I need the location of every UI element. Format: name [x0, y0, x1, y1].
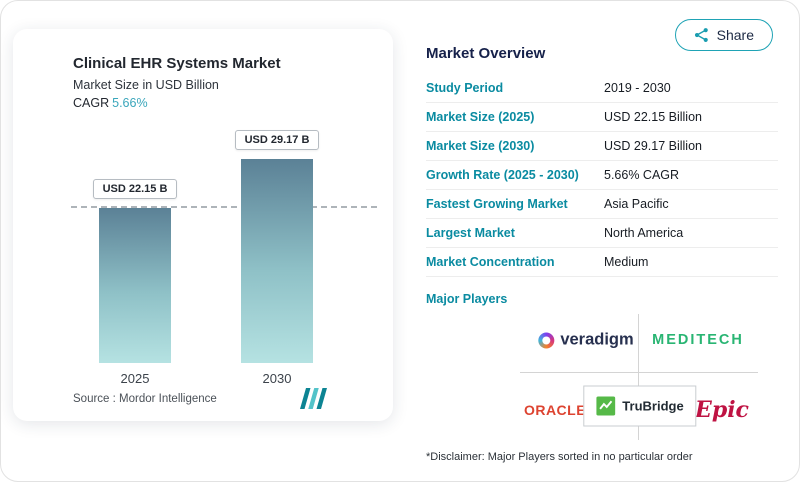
epic-logo: Epic — [695, 397, 749, 423]
connector-line-horizontal — [520, 372, 758, 373]
cagr-value: 5.66% — [112, 96, 148, 110]
overview-row-market-size-2025: Market Size (2025) USD 22.15 Billion — [426, 103, 778, 132]
overview-row-market-size-2030: Market Size (2030) USD 29.17 Billion — [426, 132, 778, 161]
mordor-intelligence-logo-icon — [300, 388, 327, 409]
oracle-logo: ORACLE — [523, 402, 587, 418]
row-value: USD 29.17 Billion — [604, 139, 702, 153]
disclaimer-text: *Disclaimer: Major Players sorted in no … — [426, 451, 693, 463]
overview-row-market-concentration: Market Concentration Medium — [426, 248, 778, 277]
bar-2025 — [99, 208, 171, 363]
overview-row-largest-market: Largest Market North America — [426, 219, 778, 248]
row-label: Market Size (2025) — [426, 110, 535, 124]
overview-row-study-period: Study Period 2019 - 2030 — [426, 74, 778, 103]
major-players-label: Major Players — [426, 292, 508, 306]
row-value: Medium — [604, 255, 649, 269]
bar-value-pill-2025: USD 22.15 B — [92, 179, 178, 199]
bar-2030 — [241, 159, 313, 363]
major-players-diagram: veradigm MEDITECH ORACLE TruBridge Epic — [426, 310, 778, 442]
meditech-logo: MEDITECH — [652, 332, 744, 348]
market-overview-panel: Market Overview Study Period 2019 - 2030… — [426, 45, 778, 463]
chart-card: Clinical EHR Systems Market Market Size … — [13, 29, 393, 421]
row-label: Market Concentration — [426, 255, 555, 269]
cagr-label: CAGR — [73, 96, 110, 110]
source-text: Source : Mordor Intelligence — [73, 392, 217, 405]
row-label: Market Size (2030) — [426, 139, 535, 153]
bar-group-2025: USD 22.15 B — [92, 179, 178, 363]
row-value: USD 22.15 Billion — [604, 110, 702, 124]
chart-subtitle: Market Size in USD Billion — [73, 78, 219, 92]
connector-line-vertical — [638, 314, 639, 440]
x-axis-label-2025: 2025 — [120, 371, 150, 386]
veradigm-icon — [538, 332, 555, 348]
share-label: Share — [716, 27, 754, 43]
row-label: Largest Market — [426, 226, 515, 240]
chart-footer: Source : Mordor Intelligence — [73, 388, 327, 409]
chart-header: Clinical EHR Systems Market Market Size … — [13, 29, 393, 110]
chart-title: Clinical EHR Systems Market — [73, 55, 281, 72]
row-value: 2019 - 2030 — [604, 81, 671, 95]
bar-value-pill-2030: USD 29.17 B — [234, 130, 320, 150]
row-label: Study Period — [426, 81, 504, 95]
veradigm-logo: veradigm — [538, 330, 634, 350]
cagr-line: CAGR 5.66% — [73, 96, 373, 110]
row-label: Growth Rate (2025 - 2030) — [426, 168, 579, 182]
row-value: North America — [604, 226, 684, 240]
overview-row-growth-rate: Growth Rate (2025 - 2030) 5.66% CAGR — [426, 161, 778, 190]
reference-dashed-line — [71, 206, 377, 208]
bar-chart: USD 22.15 B USD 29.17 B 2025 2030 — [13, 118, 393, 386]
row-value: Asia Pacific — [604, 197, 669, 211]
trubridge-logo: TruBridge — [583, 385, 697, 427]
x-axis-label-2030: 2030 — [262, 371, 292, 386]
share-button[interactable]: Share — [674, 19, 773, 51]
row-value: 5.66% CAGR — [604, 168, 680, 182]
share-icon — [694, 27, 709, 43]
trubridge-icon — [596, 396, 616, 416]
overview-row-fastest-growing-market: Fastest Growing Market Asia Pacific — [426, 190, 778, 219]
row-label: Fastest Growing Market — [426, 197, 568, 211]
trubridge-wordmark: TruBridge — [622, 398, 684, 414]
bar-group-2030: USD 29.17 B — [234, 130, 320, 363]
overview-title: Market Overview — [426, 45, 546, 62]
veradigm-wordmark: veradigm — [560, 330, 634, 349]
